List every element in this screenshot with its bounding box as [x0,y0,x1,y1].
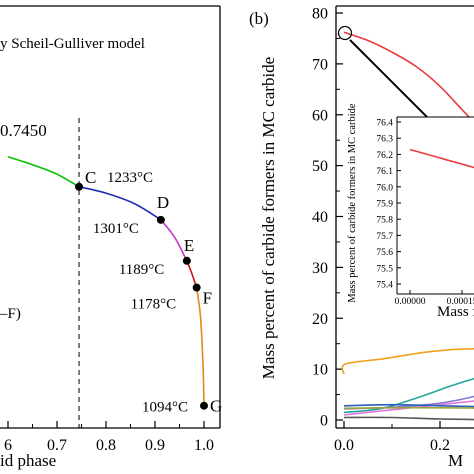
left-x-tick-labels: 6 0.7 0.8 0.9 1.0 [4,437,214,454]
inset-x-axis-label: Mass fra [437,304,474,320]
right-x-tick-label: 0.0 [334,437,354,454]
inset-y-tick-label: 76.3 [376,135,393,145]
inset-y-tick-label: 75.8 [376,216,393,226]
inset-y-tick-label: 75.5 [376,264,393,274]
series-line [343,406,474,410]
right-x-tick-labels: 0.0 0.2 [334,437,450,454]
curve-segment [78,186,162,221]
point-g-marker [200,401,208,410]
zoom-highlight-circle [337,25,353,41]
left-panel: 6 0.7 0.8 0.9 1.0 C 1233°CD 1301°C E 1189°C F 1178… [0,5,222,470]
point-c-label: C [85,168,96,187]
right-y-tick-label: 80 [312,6,328,23]
inset-y-tick-label: 76.1 [376,167,393,177]
inset-series-line [409,148,474,169]
right-x-axis-label: M [448,451,463,470]
right-y-tick-label: 0 [320,413,328,430]
point-e-label: E [184,236,194,255]
curve-segment [195,287,205,406]
point-f-marker [192,283,201,292]
inset-series-lines [409,148,474,169]
left-x-tick-label: 1.0 [194,437,214,454]
series-line [341,348,474,375]
inset-y-tick-label: 75.4 [376,281,393,291]
point-g-label: G [210,397,222,416]
inset-y-axis-label: Mass percent of carbide formers in MC ca… [347,103,358,302]
right-y-tick-label: 20 [312,311,328,328]
right-x-tick-label: 0.2 [430,437,450,454]
point-c-temp: 1233°C [107,170,153,186]
curve-segment [160,219,188,262]
inset-y-tick-marks [397,121,401,285]
model-legend-text: y Scheil-Gulliver model [0,36,145,52]
inset-y-tick-label: 76.0 [376,183,393,193]
inset-y-tick-label: 75.7 [376,232,393,242]
right-y-tick-label: 40 [312,209,328,226]
inset-y-tick-label: 75.6 [376,248,393,258]
inset-y-tick-label: 76.4 [376,119,393,129]
point-d-marker [156,215,165,224]
right-x-tick-marks [343,421,441,428]
inset-x-tick-label: 0.00015 [447,297,474,307]
right-y-tick-marks [336,12,343,421]
series-line [343,416,474,421]
series-line [343,377,474,414]
inset-x-tick-label: 0.00000 [395,297,426,307]
right-panel: (b) Mass percent of carbide formers in M… [249,5,474,470]
solid-fraction-label: 0.7450 [0,121,47,140]
series-line [343,31,474,124]
point-d-temp: 1301°C [93,221,139,237]
point-f-temp: 1178°C [131,297,176,313]
right-y-axis-label: Mass percent of carbide formers in MC ca… [259,57,278,379]
inset-frame [397,117,474,294]
inset-plot: 75.4 75.5 75.6 75.7 75.8 75.9 76.0 76.1 76.2 76.3… [347,103,474,320]
series-line [343,403,474,408]
point-e-marker [182,256,191,265]
left-x-tick-label: 0.8 [96,437,116,454]
bracket-label: –F) [0,306,21,322]
point-f-label: F [203,289,212,308]
inset-y-tick-label: 75.9 [376,200,393,210]
inset-y-tick-label: 76.2 [376,151,393,161]
right-series-lines [341,31,474,421]
left-x-axis-label: id phase [0,451,56,470]
solidification-curve [7,156,205,406]
left-x-tick-marks [7,421,205,428]
inset-x-tick-marks [409,290,463,294]
inset-y-tick-labels: 75.4 75.5 75.6 75.7 75.8 75.9 76.0 76.1 76.2 76.3… [376,119,393,291]
right-y-tick-label: 70 [312,56,328,73]
point-c-marker [75,182,84,191]
point-d-label: D [157,193,169,212]
right-y-tick-label: 60 [312,107,328,124]
series-line [343,400,474,416]
panel-label-b: (b) [249,9,269,28]
left-x-tick-label: 6 [4,437,12,454]
right-y-tick-label: 50 [312,158,328,175]
right-y-tick-label: 30 [312,260,328,277]
right-y-tick-labels: 0 10 20 30 40 50 60 70 80 [312,6,328,430]
inset-x-tick-labels: 0.00000 0.00015 [395,297,474,307]
point-g-temp: 1094°C [142,400,188,416]
curve-segment [186,260,198,288]
left-x-tick-label: 0.7 [47,437,67,454]
point-e-temp: 1189°C [119,262,164,278]
right-y-tick-label: 10 [312,362,328,379]
left-x-tick-label: 0.9 [145,437,165,454]
solidification-points: C 1233°CD 1301°C E 1189°C F 1178°C G 1094°C [75,168,222,416]
curve-segment [7,156,80,188]
